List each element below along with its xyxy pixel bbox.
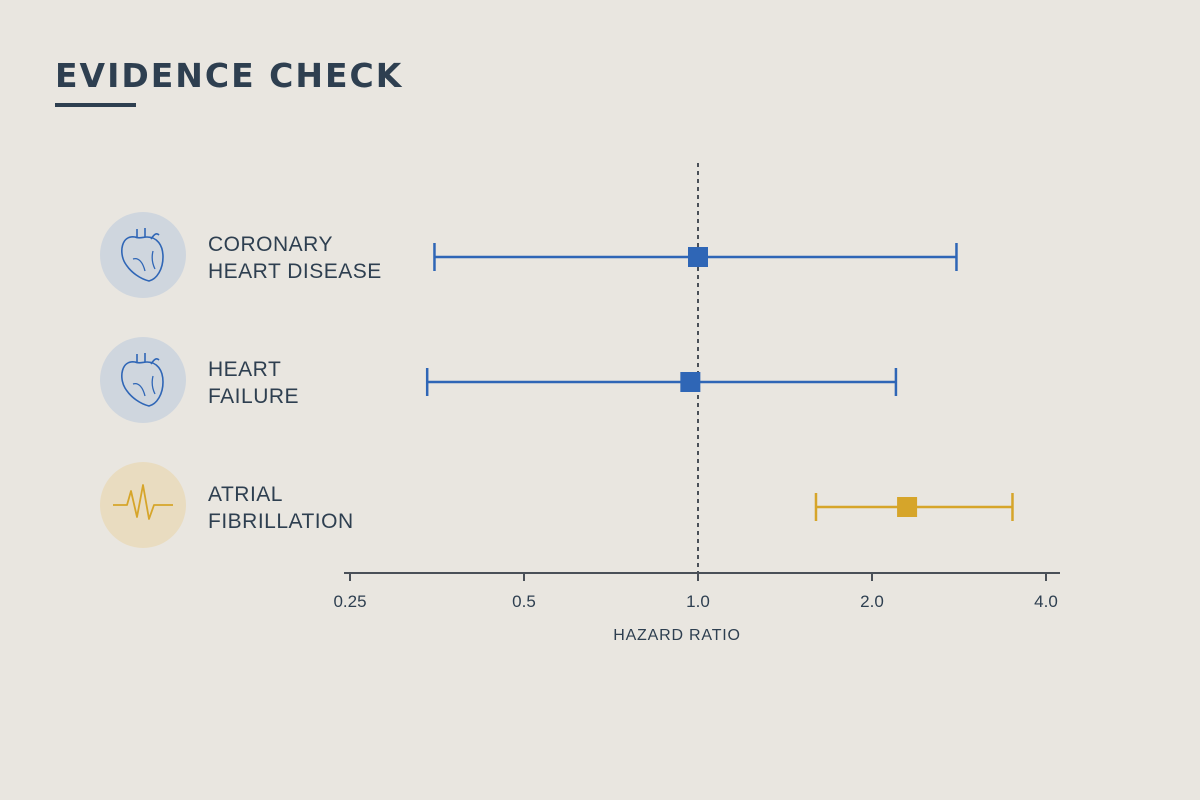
row-label: HEART [208,358,281,381]
x-tick-label: 4.0 [1034,592,1058,611]
heart-outline [121,236,164,282]
heart-outline [121,361,164,407]
page-title: EVIDENCE CHECK [55,56,404,95]
icon-circle [100,212,186,298]
row-label: CORONARY [208,233,333,256]
x-tick-label: 0.5 [512,592,536,611]
title-underline [55,103,136,107]
heart-veins [132,250,156,272]
pulse-icon [100,462,186,548]
point-estimate [897,497,918,517]
heart-veins [132,375,156,397]
heart-icon [100,337,186,423]
point-estimate [688,247,708,267]
x-tick-label: 0.25 [333,592,366,611]
x-axis-title: HAZARD RATIO [613,627,741,644]
heart-vessels [136,353,160,365]
heart-icon [100,212,186,298]
pulse-line [113,484,173,520]
row-label: ATRIAL [208,483,283,506]
icon-circle [100,337,186,423]
row-label: FAILURE [208,385,299,408]
row-label: FIBRILLATION [208,510,354,533]
point-estimate [680,372,701,392]
x-tick-label: 2.0 [860,592,884,611]
row-label: HEART DISEASE [208,260,382,283]
x-tick-label: 1.0 [686,592,710,611]
heart-vessels [136,228,160,240]
icon-circle [100,462,186,548]
